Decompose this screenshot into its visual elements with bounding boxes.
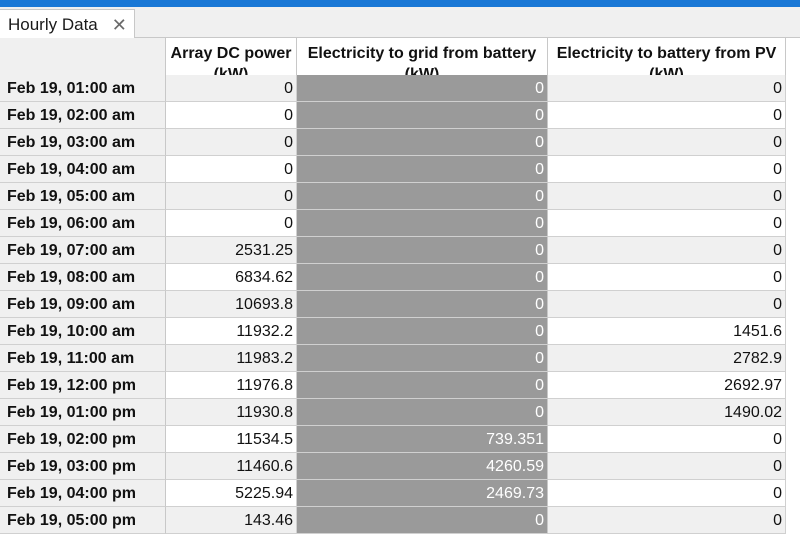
cell-array-dc-power[interactable]: 11983.2 (166, 345, 297, 372)
cell-array-dc-power[interactable]: 143.46 (166, 507, 297, 534)
row-header-time[interactable]: Feb 19, 11:00 am (0, 345, 166, 372)
cell-electricity-to-battery-from-pv[interactable]: 0 (548, 507, 786, 534)
cell-electricity-to-battery-from-pv[interactable]: 0 (548, 237, 786, 264)
table-row[interactable]: Feb 19, 09:00 am 10693.8 0 0 (0, 291, 800, 318)
cell-array-dc-power[interactable]: 5225.94 (166, 480, 297, 507)
window-accent-bar (0, 0, 800, 7)
table-row[interactable]: Feb 19, 03:00 am 0 0 0 (0, 129, 800, 156)
cell-electricity-to-grid-from-battery[interactable]: 0 (297, 345, 548, 372)
table-row[interactable]: Feb 19, 02:00 pm 11534.5 739.351 0 (0, 426, 800, 453)
cell-electricity-to-battery-from-pv[interactable]: 2782.9 (548, 345, 786, 372)
table-row[interactable]: Feb 19, 07:00 am 2531.25 0 0 (0, 237, 800, 264)
cell-electricity-to-grid-from-battery[interactable]: 2469.73 (297, 480, 548, 507)
cell-electricity-to-grid-from-battery[interactable]: 0 (297, 399, 548, 426)
cell-electricity-to-grid-from-battery[interactable]: 0 (297, 183, 548, 210)
table-row[interactable]: Feb 19, 02:00 am 0 0 0 (0, 102, 800, 129)
table-row[interactable]: Feb 19, 12:00 pm 11976.8 0 2692.97 (0, 372, 800, 399)
cell-array-dc-power[interactable]: 11976.8 (166, 372, 297, 399)
cell-electricity-to-grid-from-battery[interactable]: 0 (297, 156, 548, 183)
row-header-time[interactable]: Feb 19, 06:00 am (0, 210, 166, 237)
row-header-time[interactable]: Feb 19, 02:00 am (0, 102, 166, 129)
cell-electricity-to-grid-from-battery[interactable]: 0 (297, 507, 548, 534)
row-header-time[interactable]: Feb 19, 07:00 am (0, 237, 166, 264)
row-header-time[interactable]: Feb 19, 01:00 am (0, 75, 166, 102)
table-row[interactable]: Feb 19, 06:00 am 0 0 0 (0, 210, 800, 237)
cell-array-dc-power[interactable]: 0 (166, 75, 297, 102)
table-row[interactable]: Feb 19, 01:00 am 0 0 0 (0, 75, 800, 102)
table-row[interactable]: Feb 19, 05:00 pm 143.46 0 0 (0, 507, 800, 534)
table-row[interactable]: Feb 19, 10:00 am 11932.2 0 1451.6 (0, 318, 800, 345)
row-header-time[interactable]: Feb 19, 04:00 am (0, 156, 166, 183)
cell-electricity-to-battery-from-pv[interactable]: 0 (548, 156, 786, 183)
row-header-time[interactable]: Feb 19, 03:00 am (0, 129, 166, 156)
row-header-time[interactable]: Feb 19, 10:00 am (0, 318, 166, 345)
cell-electricity-to-battery-from-pv[interactable]: 0 (548, 183, 786, 210)
cell-array-dc-power[interactable]: 6834.62 (166, 264, 297, 291)
cell-electricity-to-battery-from-pv[interactable]: 1451.6 (548, 318, 786, 345)
cell-electricity-to-battery-from-pv[interactable]: 1490.02 (548, 399, 786, 426)
table-row[interactable]: Feb 19, 05:00 am 0 0 0 (0, 183, 800, 210)
cell-array-dc-power[interactable]: 0 (166, 156, 297, 183)
table-row[interactable]: Feb 19, 01:00 pm 11930.8 0 1490.02 (0, 399, 800, 426)
cell-electricity-to-battery-from-pv[interactable]: 0 (548, 75, 786, 102)
cell-electricity-to-grid-from-battery[interactable]: 0 (297, 129, 548, 156)
cell-array-dc-power[interactable]: 0 (166, 210, 297, 237)
row-header-time[interactable]: Feb 19, 04:00 pm (0, 480, 166, 507)
cell-array-dc-power[interactable]: 0 (166, 129, 297, 156)
column-header-title: Array DC power (170, 44, 292, 62)
cell-electricity-to-grid-from-battery[interactable]: 0 (297, 75, 548, 102)
tab-hourly-data[interactable]: Hourly Data ✕ (0, 9, 135, 39)
cell-electricity-to-grid-from-battery[interactable]: 0 (297, 102, 548, 129)
row-header-time[interactable]: Feb 19, 12:00 pm (0, 372, 166, 399)
cell-electricity-to-battery-from-pv[interactable]: 0 (548, 426, 786, 453)
cell-electricity-to-grid-from-battery[interactable]: 0 (297, 318, 548, 345)
column-header-title: Electricity to battery from PV (556, 44, 777, 62)
cell-electricity-to-battery-from-pv[interactable]: 0 (548, 102, 786, 129)
table-row[interactable]: Feb 19, 08:00 am 6834.62 0 0 (0, 264, 800, 291)
tab-strip: Hourly Data ✕ (0, 7, 800, 39)
cell-electricity-to-battery-from-pv[interactable]: 0 (548, 453, 786, 480)
cell-electricity-to-grid-from-battery[interactable]: 0 (297, 237, 548, 264)
cell-array-dc-power[interactable]: 10693.8 (166, 291, 297, 318)
cell-electricity-to-grid-from-battery[interactable]: 739.351 (297, 426, 548, 453)
close-icon[interactable]: ✕ (111, 14, 127, 35)
table-row[interactable]: Feb 19, 03:00 pm 11460.6 4260.59 0 (0, 453, 800, 480)
cell-array-dc-power[interactable]: 11930.8 (166, 399, 297, 426)
tab-label: Hourly Data (8, 14, 98, 34)
row-header-time[interactable]: Feb 19, 05:00 am (0, 183, 166, 210)
row-header-time[interactable]: Feb 19, 02:00 pm (0, 426, 166, 453)
row-header-time[interactable]: Feb 19, 09:00 am (0, 291, 166, 318)
cell-electricity-to-battery-from-pv[interactable]: 0 (548, 291, 786, 318)
cell-electricity-to-grid-from-battery[interactable]: 0 (297, 291, 548, 318)
cell-electricity-to-grid-from-battery[interactable]: 0 (297, 210, 548, 237)
cell-array-dc-power[interactable]: 11460.6 (166, 453, 297, 480)
table-row[interactable]: Feb 19, 04:00 pm 5225.94 2469.73 0 (0, 480, 800, 507)
table-row[interactable]: Feb 19, 04:00 am 0 0 0 (0, 156, 800, 183)
cell-electricity-to-grid-from-battery[interactable]: 0 (297, 372, 548, 399)
row-header-time[interactable]: Feb 19, 01:00 pm (0, 399, 166, 426)
row-header-time[interactable]: Feb 19, 08:00 am (0, 264, 166, 291)
column-header-title: Electricity to grid from battery (307, 44, 537, 62)
cell-array-dc-power[interactable]: 2531.25 (166, 237, 297, 264)
cell-electricity-to-battery-from-pv[interactable]: 0 (548, 480, 786, 507)
cell-array-dc-power[interactable]: 0 (166, 183, 297, 210)
cell-electricity-to-grid-from-battery[interactable]: 4260.59 (297, 453, 548, 480)
cell-electricity-to-battery-from-pv[interactable]: 0 (548, 210, 786, 237)
cell-electricity-to-battery-from-pv[interactable]: 0 (548, 129, 786, 156)
row-header-time[interactable]: Feb 19, 03:00 pm (0, 453, 166, 480)
cell-electricity-to-battery-from-pv[interactable]: 0 (548, 264, 786, 291)
cell-electricity-to-grid-from-battery[interactable]: 0 (297, 264, 548, 291)
cell-electricity-to-battery-from-pv[interactable]: 2692.97 (548, 372, 786, 399)
cell-array-dc-power[interactable]: 11534.5 (166, 426, 297, 453)
cell-array-dc-power[interactable]: 0 (166, 102, 297, 129)
hourly-data-grid: Array DC power (kW) Electricity to grid … (0, 38, 800, 542)
table-row[interactable]: Feb 19, 11:00 am 11983.2 0 2782.9 (0, 345, 800, 372)
cell-array-dc-power[interactable]: 11932.2 (166, 318, 297, 345)
row-header-time[interactable]: Feb 19, 05:00 pm (0, 507, 166, 534)
